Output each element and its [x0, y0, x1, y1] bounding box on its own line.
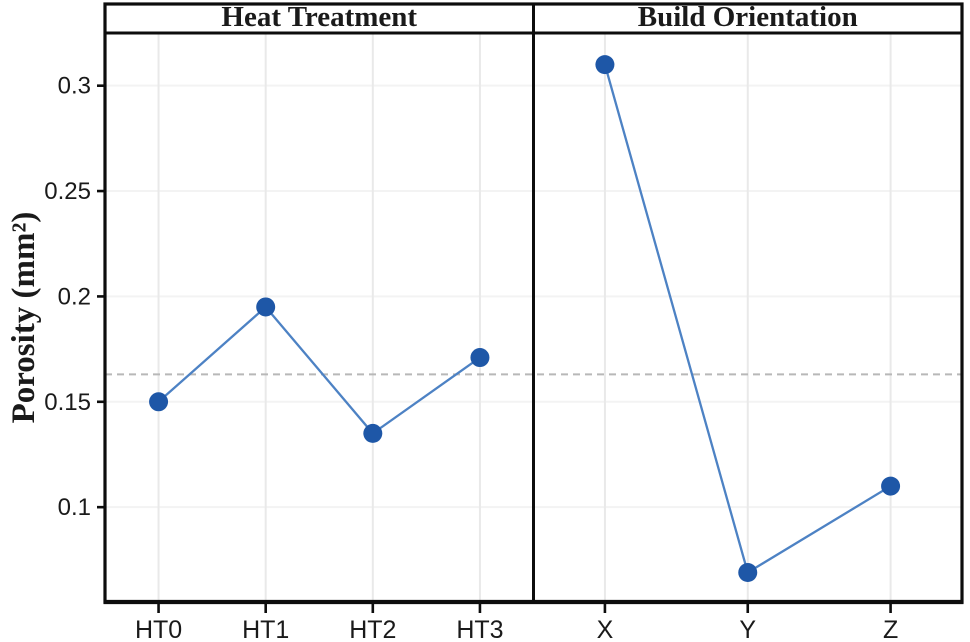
x-tick-label: HT1 [242, 616, 289, 642]
y-tick-label: 0.1 [58, 494, 91, 521]
y-tick-label: 0.25 [44, 178, 91, 205]
x-tick-label: HT3 [456, 616, 503, 642]
data-point-marker [363, 423, 383, 443]
y-tick-label: 0.3 [58, 73, 91, 100]
x-tick-label: Z [883, 616, 898, 642]
data-point-marker [149, 392, 169, 412]
y-tick-label: 0.2 [58, 283, 91, 310]
panel-title: Heat Treatment [221, 1, 417, 33]
data-point-marker [256, 297, 276, 317]
x-tick-label: HT2 [349, 616, 396, 642]
data-point-marker [881, 476, 901, 496]
y-tick-label: 0.15 [44, 389, 91, 416]
x-tick-label: HT0 [135, 616, 182, 642]
data-point-marker [470, 348, 490, 368]
panel-title: Build Orientation [638, 1, 858, 33]
data-point-marker [738, 562, 758, 582]
x-tick-label: X [597, 616, 614, 642]
series-line [157, 305, 481, 435]
y-axis-label: Porosity (mm²) [6, 212, 42, 424]
data-point-marker [595, 55, 615, 75]
x-tick-label: Y [739, 616, 756, 642]
